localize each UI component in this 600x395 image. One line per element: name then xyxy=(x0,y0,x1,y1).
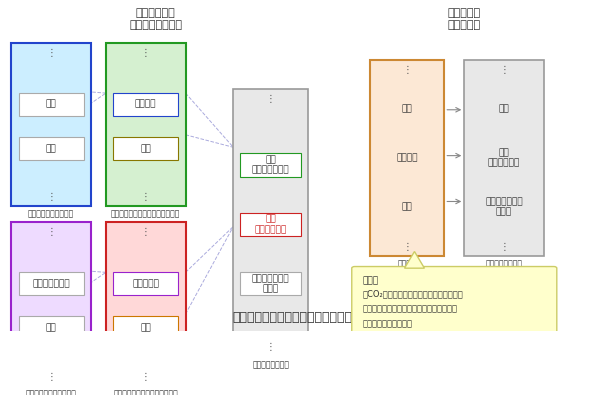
Text: ⋮: ⋮ xyxy=(46,192,56,202)
Bar xyxy=(233,89,308,356)
Bar xyxy=(106,43,185,206)
Text: 軽油: 軽油 xyxy=(140,144,151,153)
Bar xyxy=(19,316,84,340)
Text: 鉄鋼: 鉄鋼 xyxy=(46,100,56,109)
Bar xyxy=(11,222,91,385)
Text: ⋮: ⋮ xyxy=(499,65,509,75)
Text: トラクタ生産プロセス: トラクタ生産プロセス xyxy=(28,210,74,219)
Text: ⋮: ⋮ xyxy=(141,228,151,237)
Bar xyxy=(370,60,445,256)
Text: ベンスルフロン
メチル: ベンスルフロン メチル xyxy=(252,274,289,293)
Text: ⋮: ⋮ xyxy=(141,372,151,382)
Bar xyxy=(113,316,178,340)
Text: 図１　本成果の方法と従来の方法の比較: 図１ 本成果の方法と従来の方法の比較 xyxy=(233,311,367,324)
Text: ・CO₂、エネルギー投入等に限定される。: ・CO₂、エネルギー投入等に限定される。 xyxy=(363,289,463,298)
Text: ⋮: ⋮ xyxy=(266,342,275,352)
Text: 農薬: 農薬 xyxy=(401,202,412,211)
Bar xyxy=(113,92,178,116)
Text: ⋮: ⋮ xyxy=(46,228,56,237)
Text: 硫酸
アンモニウム: 硫酸 アンモニウム xyxy=(488,148,520,167)
Text: アンモニア: アンモニア xyxy=(132,279,159,288)
Text: 本成果の方法
（モジュール化）: 本成果の方法 （モジュール化） xyxy=(129,8,182,30)
Text: 問題点: 問題点 xyxy=(363,276,379,286)
Text: 耕起（水稲、ロータリ）プロセス: 耕起（水稲、ロータリ）プロセス xyxy=(111,210,181,219)
Text: 耕起
水稲、ロータリ: 耕起 水稲、ロータリ xyxy=(252,155,289,175)
Bar xyxy=(240,153,301,177)
Text: 硫酸
アンモニウム: 硫酸 アンモニウム xyxy=(254,215,287,234)
Bar xyxy=(19,272,84,295)
Text: ⋮: ⋮ xyxy=(402,243,412,252)
Bar xyxy=(113,137,178,160)
Text: トラクタ: トラクタ xyxy=(135,100,157,109)
Text: ・排出係数等が粗く、具体的な農業技術の: ・排出係数等が粗く、具体的な農業技術の xyxy=(363,304,458,313)
Bar xyxy=(240,213,301,236)
Bar xyxy=(19,92,84,116)
Text: ⋮: ⋮ xyxy=(499,243,509,252)
Text: 軽油: 軽油 xyxy=(499,104,509,113)
Text: ベンスルフロン
メチル: ベンスルフロン メチル xyxy=(485,197,523,216)
Bar xyxy=(464,60,544,256)
Text: ⋮: ⋮ xyxy=(46,372,56,382)
Bar xyxy=(106,222,185,385)
Text: ⋮: ⋮ xyxy=(266,94,275,104)
Text: 農業生産プロセス: 農業生産プロセス xyxy=(252,360,289,369)
Bar xyxy=(240,272,301,295)
Text: 硫酸アンモニウム生産プロセス: 硫酸アンモニウム生産プロセス xyxy=(113,389,178,395)
Text: 軽油: 軽油 xyxy=(401,104,412,113)
Text: 評価に困難を伴う。: 評価に困難を伴う。 xyxy=(363,319,413,328)
Text: 硫酸: 硫酸 xyxy=(140,324,151,333)
Text: 電力: 電力 xyxy=(46,324,56,333)
Text: 塩化ナトリウム: 塩化ナトリウム xyxy=(32,279,70,288)
Text: ⋮: ⋮ xyxy=(402,65,412,75)
Bar xyxy=(113,272,178,295)
Text: ⋮: ⋮ xyxy=(141,192,151,202)
Text: 排出係数: 排出係数 xyxy=(398,260,416,269)
Text: 農業生産プロセス: 農業生産プロセス xyxy=(485,260,523,269)
Polygon shape xyxy=(404,252,424,268)
Text: ⋮: ⋮ xyxy=(46,48,56,58)
FancyBboxPatch shape xyxy=(352,267,557,353)
Bar xyxy=(11,43,91,206)
Bar xyxy=(19,137,84,160)
Text: 従来の方法
（簡便法）: 従来の方法 （簡便法） xyxy=(448,8,481,30)
Text: ⋮: ⋮ xyxy=(141,48,151,58)
Text: 電力: 電力 xyxy=(46,144,56,153)
Text: 化学肥料: 化学肥料 xyxy=(396,153,418,162)
Text: アンモニア生産プロセス: アンモニア生産プロセス xyxy=(26,389,77,395)
